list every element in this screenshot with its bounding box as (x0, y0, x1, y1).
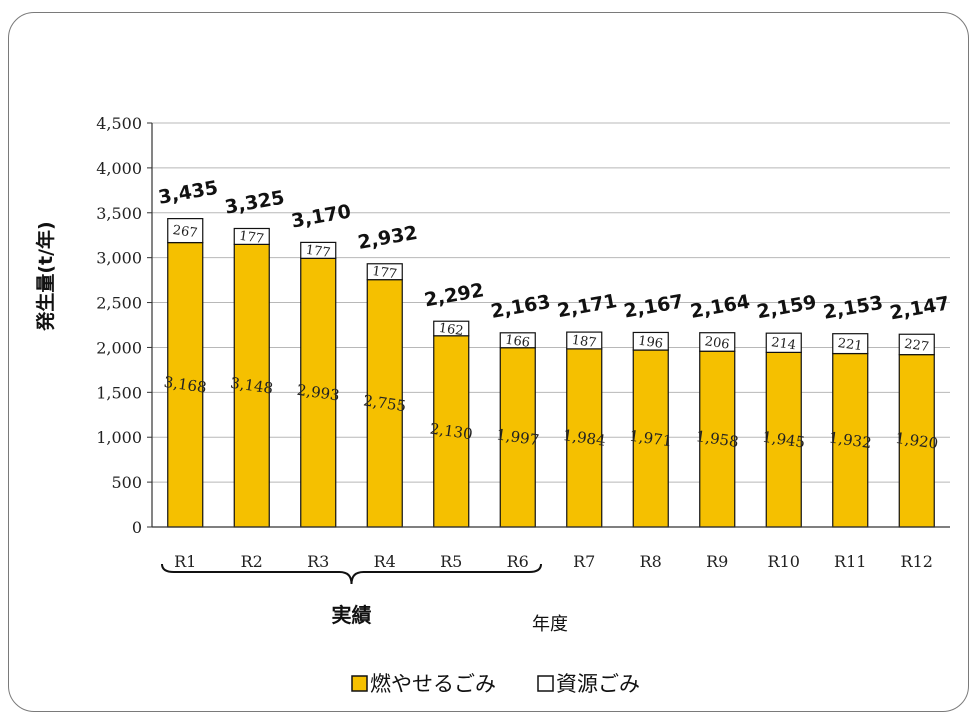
x-axis-ticks: R1 R2 R3 R4 R5 R6 R7 R8 R9 R10 R11 R12 (174, 552, 933, 571)
y-tick-label: 4,000 (96, 159, 142, 178)
actual-range-label: 実績 (332, 603, 372, 627)
data-label-total: 2,167 (622, 290, 685, 322)
data-label-recyclable: 177 (371, 264, 398, 282)
legend-label-recyclable: 資源ごみ (556, 672, 640, 696)
x-axis-label: 年度 (532, 614, 568, 635)
data-label-total: 2,171 (556, 290, 619, 322)
data-label-burnable: 3,148 (229, 374, 274, 398)
data-label-recyclable: 267 (172, 223, 199, 241)
x-tick-label: R11 (834, 552, 866, 571)
bar-recyclable (499, 332, 536, 349)
bar-recyclable (566, 331, 603, 350)
data-label-recyclable: 177 (305, 243, 332, 261)
y-axis-label: 発生量(t/年) (34, 221, 57, 331)
bars: 3,1682673,4353,1481773,3252,9931773,1702… (157, 177, 951, 528)
y-tick-label: 500 (111, 473, 142, 492)
bar-recyclable (300, 241, 337, 259)
y-tick-label: 2,000 (96, 338, 142, 357)
data-label-burnable: 1,932 (828, 428, 873, 452)
y-tick-label: 2,500 (96, 294, 142, 313)
data-label-recyclable: 221 (837, 336, 864, 354)
x-tick-label: R1 (174, 552, 196, 571)
y-tick-label: 3,000 (96, 249, 142, 268)
y-tick-label: 0 (132, 518, 142, 537)
bar-burnable (898, 354, 935, 528)
data-label-recyclable: 177 (238, 229, 265, 247)
data-label-recyclable: 214 (770, 335, 797, 353)
data-label-burnable: 3,168 (163, 373, 208, 397)
bar-recyclable (699, 332, 736, 352)
data-label-burnable: 1,920 (894, 429, 939, 453)
data-label-recyclable: 227 (903, 337, 930, 355)
bar-recyclable (433, 320, 470, 337)
data-label-burnable: 2,130 (429, 419, 474, 443)
bar-recyclable (233, 227, 270, 245)
bar-burnable (300, 257, 337, 528)
data-label-recyclable: 187 (571, 333, 598, 351)
data-label-total: 2,292 (423, 279, 486, 311)
x-tick-label: R5 (440, 552, 462, 571)
data-label-total: 2,163 (489, 291, 552, 323)
bar-recyclable (898, 333, 935, 356)
x-tick-label: R3 (307, 552, 329, 571)
bar-recyclable (832, 333, 869, 355)
x-tick-label: R12 (901, 552, 933, 571)
bar-burnable (366, 279, 403, 528)
bar-burnable (699, 350, 736, 528)
data-label-total: 3,170 (290, 200, 353, 232)
data-label-total: 2,164 (689, 291, 752, 323)
data-label-total: 2,147 (888, 292, 951, 324)
y-tick-label: 4,500 (96, 114, 142, 133)
legend-swatch-recyclable (537, 675, 554, 692)
data-label-recyclable: 196 (637, 334, 664, 352)
bar-burnable (566, 348, 603, 528)
bar-recyclable (765, 332, 802, 353)
bar-recyclable (167, 218, 204, 244)
y-tick-label: 1,500 (96, 383, 142, 402)
data-label-burnable: 1,984 (562, 426, 607, 450)
x-tick-label: R8 (640, 552, 662, 571)
bar-recyclable (632, 331, 669, 351)
bar-recyclable (366, 263, 403, 281)
legend-swatch-burnable (351, 675, 368, 692)
bar-burnable (499, 347, 536, 528)
data-label-total: 3,325 (223, 187, 286, 219)
gridlines (152, 122, 950, 483)
x-tick-label: R9 (706, 552, 728, 571)
x-tick-label: R6 (507, 552, 529, 571)
data-label-total: 2,932 (356, 222, 419, 254)
data-label-recyclable: 166 (504, 333, 531, 351)
bar-burnable (167, 241, 204, 528)
data-label-total: 3,435 (157, 177, 220, 209)
data-label-burnable: 1,958 (695, 427, 740, 451)
y-tick-label: 1,000 (96, 428, 142, 447)
x-tick-label: R4 (374, 552, 396, 571)
data-label-burnable: 1,945 (761, 428, 806, 452)
x-tick-label: R2 (241, 552, 263, 571)
data-label-recyclable: 206 (704, 334, 731, 352)
data-label-total: 2,159 (755, 291, 818, 323)
actual-range-brace (160, 563, 543, 585)
data-label-total: 2,153 (822, 292, 885, 324)
data-label-burnable: 1,971 (628, 427, 673, 451)
legend: 燃やせるごみ 資源ごみ (351, 672, 640, 696)
legend-label-burnable: 燃やせるごみ (370, 672, 496, 696)
data-label-recyclable: 162 (438, 321, 465, 339)
x-tick-label: R10 (768, 552, 800, 571)
y-axis-ticks: 0 500 1,000 1,500 2,000 2,500 3,000 3,500 4,000 4… (96, 114, 152, 537)
data-label-burnable: 2,993 (296, 381, 341, 405)
data-label-burnable: 1,997 (495, 425, 540, 449)
y-tick-label: 3,500 (96, 204, 142, 223)
data-label-burnable: 2,755 (362, 391, 407, 415)
x-tick-label: R7 (573, 552, 595, 571)
